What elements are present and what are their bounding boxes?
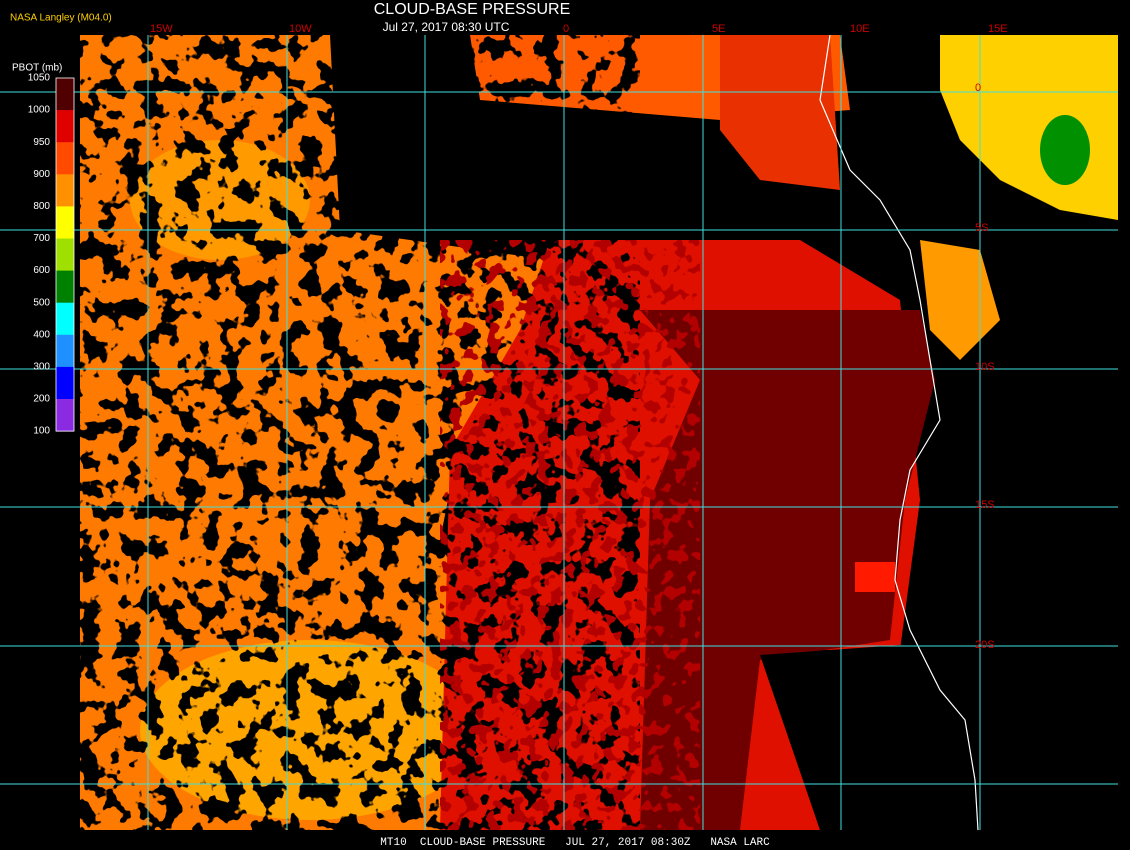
legend-swatch: [56, 334, 74, 368]
longitude-label: 15E: [988, 23, 1008, 35]
longitude-label: 5E: [712, 23, 725, 35]
texture: [440, 240, 700, 830]
legend-swatch: [56, 174, 74, 207]
latitude-label: 5S: [975, 222, 988, 234]
graticule: 15W 10W 0 5E 10E 15E 0 5S 10S 15S 20S: [0, 23, 1118, 830]
legend-label: 600: [33, 265, 50, 276]
legend-swatch: [56, 110, 74, 143]
subtitle: Jul 27, 2017 08:30 UTC: [383, 20, 510, 34]
legend-label: 1050: [28, 73, 51, 84]
longitude-label: 10W: [289, 23, 312, 35]
legend-label: 700: [33, 233, 50, 244]
legend-title: PBOT (mb): [12, 63, 62, 74]
legend-swatch: [56, 270, 74, 304]
legend-swatch: [56, 238, 74, 272]
legend-label: 800: [33, 201, 50, 212]
latitude-label: 10S: [975, 361, 995, 373]
legend-swatch: [56, 399, 74, 432]
legend-swatch: [56, 142, 74, 175]
legend-frame: [55, 77, 75, 432]
legend-swatch: [56, 78, 74, 111]
legend-label: 300: [33, 362, 50, 373]
legend-swatch: [56, 302, 74, 336]
legend-label: 400: [33, 329, 50, 340]
cloud-region: [855, 562, 895, 592]
cloud-region: [640, 310, 935, 830]
longitude-label: 10E: [850, 23, 870, 35]
legend-swatch: [56, 206, 74, 239]
legend-label: 950: [33, 137, 50, 148]
cloud-region: [1040, 115, 1090, 185]
legend-swatch: [56, 366, 74, 400]
legend-label: 900: [33, 169, 50, 180]
latitude-label: 15S: [975, 499, 995, 511]
cloud-imagery: [80, 35, 1118, 830]
latitude-label: 0: [975, 82, 981, 94]
longitude-label: 15W: [150, 23, 173, 35]
legend-label: 200: [33, 394, 50, 405]
cloud-region: [720, 35, 840, 190]
legend-label: 1000: [28, 105, 51, 116]
title: CLOUD-BASE PRESSURE: [374, 1, 571, 18]
legend-label: 100: [33, 426, 50, 437]
footer: MT10 CLOUD-BASE PRESSURE JUL 27, 2017 08…: [380, 837, 770, 849]
legend-label: 500: [33, 297, 50, 308]
longitude-label: 0: [563, 23, 569, 35]
coastline: [819, 35, 979, 830]
latitude-label: 20S: [975, 639, 995, 651]
legend: 1050 1000 950 900 800 700 600 500 400 300 200 100: [28, 73, 75, 437]
source: NASA Langley (M04.0): [10, 13, 112, 24]
